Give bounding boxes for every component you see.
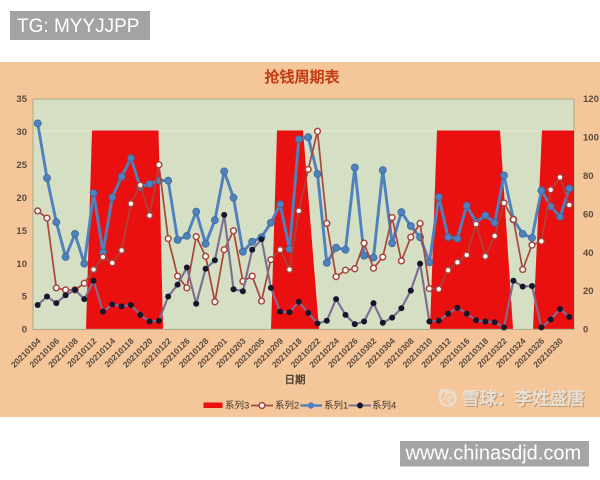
svg-text:25: 25 [16, 160, 27, 171]
svg-text:10: 10 [16, 259, 27, 270]
svg-text:80: 80 [583, 171, 594, 182]
svg-text:0: 0 [22, 325, 27, 336]
svg-text:TG: MYYJJPP: TG: MYYJJPP [17, 16, 139, 37]
svg-text:抢钱周期表: 抢钱周期表 [264, 68, 340, 86]
svg-text:雪球：李姓盛唐: 雪球：李姓盛唐 [462, 389, 585, 409]
svg-text:0: 0 [583, 325, 588, 336]
svg-text:35: 35 [16, 94, 27, 105]
svg-text:120: 120 [583, 94, 599, 105]
svg-text:日期: 日期 [285, 373, 306, 386]
svg-text:5: 5 [22, 292, 28, 303]
svg-text:雪球：李姓盛唐: 雪球：李姓盛唐 [463, 390, 586, 410]
svg-text:系列3: 系列3 [225, 400, 249, 412]
svg-text:30: 30 [16, 127, 27, 138]
svg-text:15: 15 [16, 226, 27, 237]
svg-text:60: 60 [583, 209, 594, 220]
svg-text:系列1: 系列1 [324, 400, 348, 412]
svg-text:20: 20 [16, 193, 27, 204]
svg-text:20: 20 [583, 286, 594, 297]
svg-text:系列4: 系列4 [372, 400, 396, 412]
svg-text:www.chinasdjd.com: www.chinasdjd.com [405, 443, 582, 465]
svg-text:100: 100 [583, 133, 599, 144]
svg-text:40: 40 [583, 248, 594, 259]
svg-text:系列2: 系列2 [275, 400, 299, 412]
